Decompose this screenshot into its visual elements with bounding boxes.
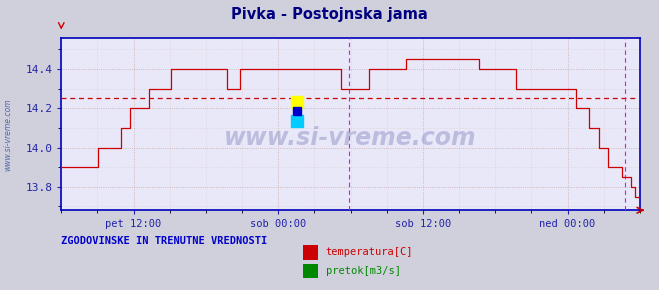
Text: ZGODOVINSKE IN TRENUTNE VREDNOSTI: ZGODOVINSKE IN TRENUTNE VREDNOSTI [61, 236, 268, 246]
Text: temperatura[C]: temperatura[C] [326, 247, 413, 257]
Text: www.si-vreme.com: www.si-vreme.com [3, 99, 13, 171]
Text: pretok[m3/s]: pretok[m3/s] [326, 266, 401, 276]
Text: Pivka - Postojnska jama: Pivka - Postojnska jama [231, 7, 428, 22]
Text: www.si-vreme.com: www.si-vreme.com [224, 126, 477, 150]
